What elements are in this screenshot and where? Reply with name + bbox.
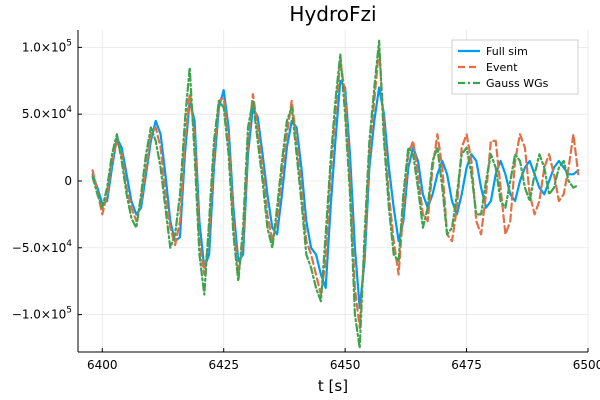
x-tick-label: 6450 [330,358,361,372]
y-tick-label: −1.0×105 [12,306,72,322]
legend-label: Full sim [486,45,528,58]
series-line-gauss-wgs [91,39,580,350]
x-tick-label: 6500 [573,358,600,372]
y-tick-label: −5.0×104 [12,239,72,255]
chart-title: HydroFzi [289,2,376,26]
legend: Full sim Event Gauss WGs [451,39,579,95]
x-tick-label: 6475 [451,358,482,372]
series-line-full-sim [91,79,580,309]
y-tick-label: 1.0×105 [22,38,72,54]
x-tick-label: 6425 [208,358,239,372]
x-axis-label: t [s] [318,377,348,395]
series-layer [91,39,580,350]
legend-label: Gauss WGs [486,77,549,90]
legend-label: Event [486,61,518,74]
x-tick-label: 6400 [87,358,118,372]
axes [77,30,588,353]
y-tick-label: 0 [64,174,72,188]
y-tick-label: 5.0×104 [22,105,72,121]
y-ticks: −1.0×105 −5.0×104 0 5.0×104 1.0×105 [12,38,82,322]
x-ticks: 6400 6425 6450 6475 6500 [87,348,600,372]
